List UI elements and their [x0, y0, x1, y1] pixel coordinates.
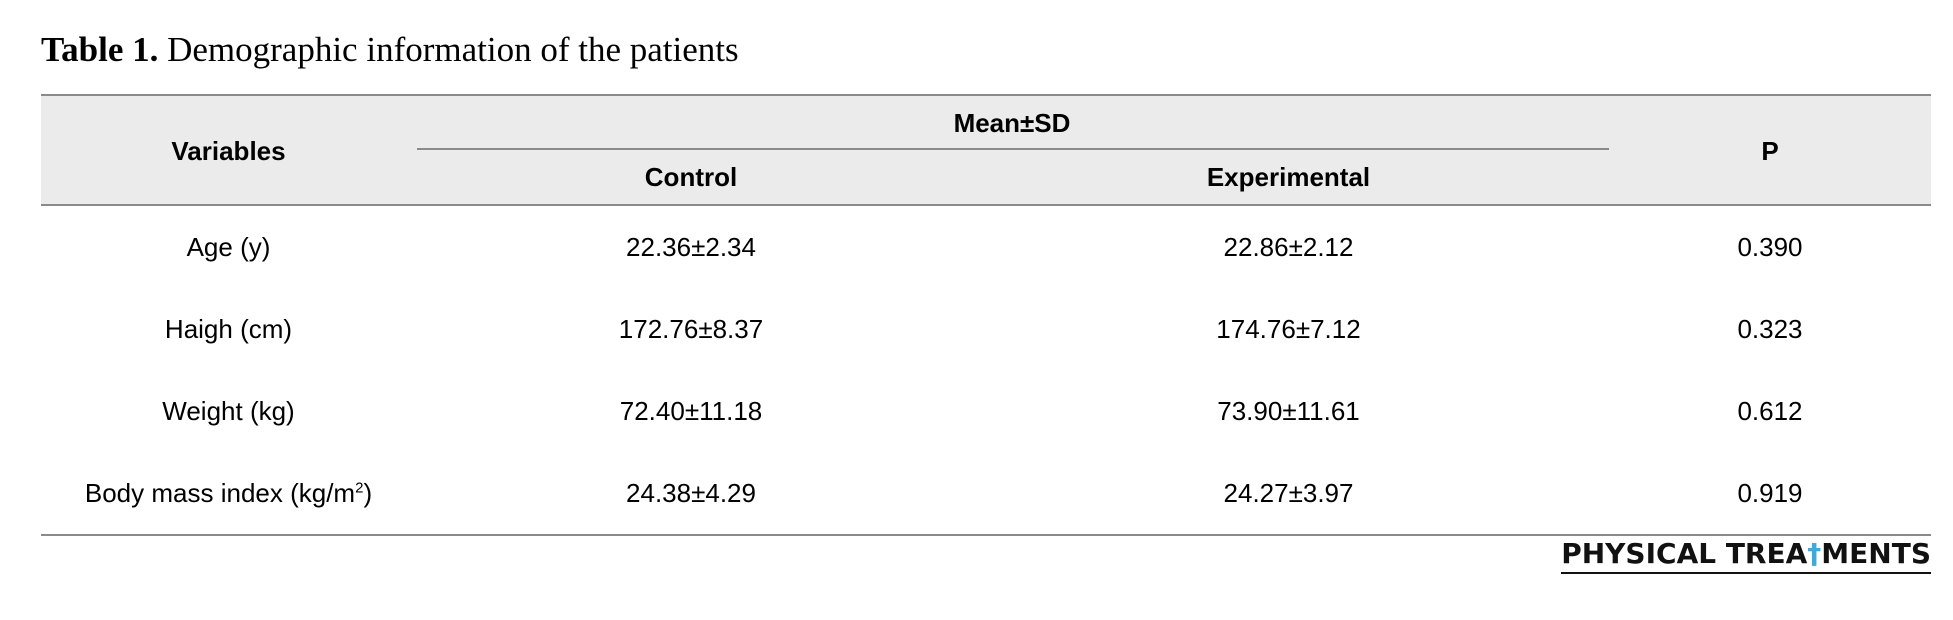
cell-control: 22.36±2.34	[626, 232, 756, 262]
cell-experimental: 73.90±11.61	[1217, 396, 1360, 426]
cell-experimental: 174.76±7.12	[1216, 314, 1361, 344]
logo-text-2: MENTS	[1821, 537, 1931, 570]
cell-p: 0.323	[1737, 314, 1803, 344]
header-group-rule	[417, 148, 1609, 150]
cell-control: 24.38±4.29	[626, 478, 756, 508]
cell-control: 172.76±8.37	[618, 314, 764, 344]
cell-variable: Haigh (cm)	[164, 314, 293, 344]
cell-p: 0.612	[1737, 396, 1803, 426]
table-header: Variables Mean±SD Control Experimental P	[41, 94, 1931, 206]
cell-variable: Age (y)	[186, 232, 271, 262]
header-control: Control	[644, 162, 738, 192]
logo-text-1: PHYSICAL TREA	[1561, 537, 1808, 570]
table-row: Haigh (cm) 172.76±8.37 174.76±7.12 0.323	[41, 288, 1931, 370]
header-p: P	[1761, 136, 1779, 166]
header-experimental: Experimental	[1206, 162, 1371, 192]
demographics-table: Variables Mean±SD Control Experimental P…	[41, 94, 1931, 536]
cell-experimental: 24.27±3.97	[1223, 478, 1354, 508]
human-figure-icon: †	[1807, 537, 1822, 570]
table-body: Age (y) 22.36±2.34 22.86±2.12 0.390 Haig…	[41, 206, 1931, 536]
table-row: Body mass index (kg/m2) 24.38±4.29 24.27…	[41, 452, 1931, 534]
table-caption-text: Demographic information of the patients	[167, 30, 739, 69]
cell-experimental: 22.86±2.12	[1223, 232, 1354, 262]
table-row: Weight (kg) 72.40±11.18 73.90±11.61 0.61…	[41, 370, 1931, 452]
cell-p: 0.390	[1737, 232, 1803, 262]
bmi-superscript: 2	[355, 479, 364, 497]
bmi-label: Body mass index (kg/m	[84, 478, 356, 508]
cell-variable: Weight (kg)	[162, 396, 295, 426]
table-caption-label: Table 1.	[41, 30, 159, 69]
table-row: Age (y) 22.36±2.34 22.86±2.12 0.390	[41, 206, 1931, 288]
bmi-label-end: )	[363, 478, 373, 508]
cell-control: 72.40±11.18	[619, 396, 763, 426]
header-variables: Variables	[171, 136, 286, 166]
cell-variable: Body mass index (kg/m2)	[41, 452, 416, 534]
table-caption: Table 1. Demographic information of the …	[41, 30, 739, 70]
header-mean-sd: Mean±SD	[953, 108, 1071, 138]
cell-p: 0.919	[1737, 478, 1803, 508]
physical-treatments-logo: PHYSICAL TREA†MENTS	[1561, 537, 1931, 574]
